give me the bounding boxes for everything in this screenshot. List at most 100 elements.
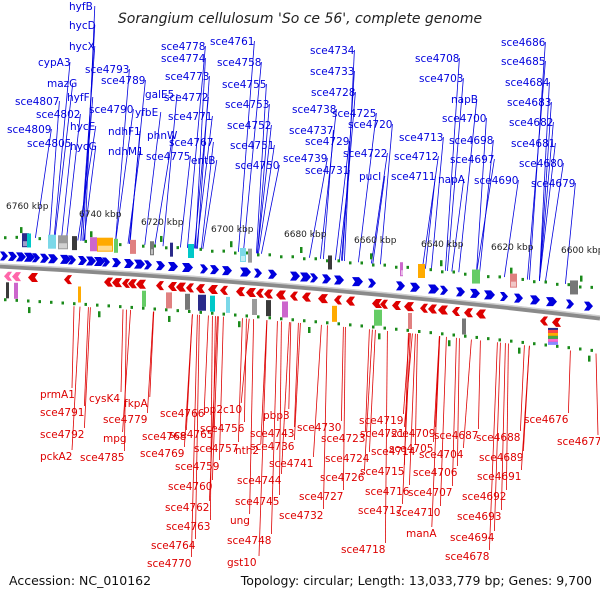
forward-gene-arrow [428, 284, 439, 294]
forward-leader-line [238, 40, 255, 252]
forward-leader-line [339, 169, 350, 261]
forward-gene-label: sce4684 [505, 77, 550, 89]
forward-gene-label: sce4690 [474, 175, 518, 187]
reverse-leader-line [294, 322, 299, 428]
reverse-gene-arrow [318, 294, 328, 304]
reverse-gene-label: sce4732 [279, 510, 323, 522]
reverse-leader-line [463, 339, 472, 449]
forward-gene-label: sce4731 [305, 165, 349, 177]
reverse-gene-label: sce4704 [419, 449, 464, 461]
scale-label: 6620 kbp [491, 243, 534, 253]
forward-gene-label: entB [191, 155, 215, 167]
forward-gene-arrow [484, 290, 495, 300]
reverse-gene-arrow [12, 272, 21, 282]
forward-gene-label: sce4758 [217, 57, 261, 69]
scale-tick [349, 261, 352, 265]
reverse-gene-label: sce4706 [413, 467, 458, 479]
reverse-gene-label: sce4710 [396, 507, 440, 519]
scale-major-tick [20, 227, 23, 234]
scale-tick [84, 239, 87, 243]
reverse-gene-label: sce4716 [365, 486, 410, 498]
scale-label: 6760 kbp [6, 202, 49, 212]
scale-tick [234, 313, 237, 317]
scale-tick [176, 309, 179, 313]
reverse-leader-line [249, 319, 254, 515]
forward-gene-arrow [334, 275, 344, 285]
reverse-gene-label: sce4762 [165, 502, 209, 514]
scale-tick [268, 316, 271, 320]
reverse-gene-label: sce4756 [200, 423, 245, 435]
forward-leader-line [194, 96, 209, 249]
reverse-gene-arrow [64, 275, 72, 285]
reverse-leader-line [403, 333, 410, 415]
forward-gene-label: sce4681 [511, 138, 555, 150]
scale-major-tick [168, 315, 171, 322]
scale-tick [4, 298, 7, 302]
forward-gene-arrow [134, 259, 145, 269]
forward-leader-line [476, 158, 495, 275]
reverse-gene-label: sce4715 [360, 466, 404, 478]
reverse-gene-label: sce4779 [103, 414, 147, 426]
forward-gene-arrow [500, 292, 508, 302]
reverse-gene-arrow [420, 303, 428, 313]
forward-gene-arrow [300, 272, 311, 282]
forward-gene-arrow [78, 255, 87, 265]
reverse-gene-arrow [438, 305, 448, 315]
forward-gene-label: sce4685 [501, 56, 545, 68]
scale-tick [245, 251, 248, 255]
scale-tick [257, 315, 260, 319]
feature-block-highlight [151, 249, 153, 255]
forward-gene-label: sce4738 [292, 104, 336, 116]
forward-gene-arrow [268, 269, 277, 279]
feature-block-highlight [23, 241, 28, 247]
scale-tick [119, 305, 122, 309]
forward-gene-label: sce4683 [507, 97, 551, 109]
scale-label: 6720 kbp [141, 218, 184, 228]
scale-tick [188, 309, 191, 313]
reverse-gene-arrow [104, 277, 113, 287]
feature-block [374, 309, 382, 326]
forward-gene-arrow [322, 274, 331, 284]
reverse-gene-label: sce4724 [325, 453, 370, 465]
forward-leader-line [84, 5, 96, 241]
forward-gene-arrow [456, 287, 465, 297]
reverse-gene-label: sce4723 [321, 433, 365, 445]
forward-leader-line [422, 155, 439, 269]
scale-tick [498, 338, 501, 342]
reverse-gene-label: sce4759 [175, 461, 219, 473]
forward-leader-line [425, 175, 436, 269]
scale-major-tick [518, 347, 521, 354]
reverse-gene-label: sce4785 [80, 452, 124, 464]
reverse-gene-label: sce4678 [445, 551, 489, 563]
forward-gene-arrow [584, 301, 593, 311]
reverse-gene-label: sce4760 [168, 481, 212, 493]
reverse-gene-label: nth2 [235, 445, 259, 457]
forward-gene-label: sce4734 [310, 45, 355, 57]
scale-tick [441, 270, 444, 274]
scale-tick [211, 249, 214, 253]
feature-block [130, 239, 136, 254]
forward-leader-line [77, 125, 97, 241]
scale-tick [590, 285, 593, 289]
forward-gene-label: hycE [70, 121, 95, 133]
forward-leader-line [431, 136, 444, 270]
forward-gene-label: hycD [69, 20, 96, 32]
leader-lines [35, 5, 599, 558]
forward-gene-arrow [48, 254, 58, 264]
reverse-gene-label: sce4705 [389, 443, 433, 455]
forward-gene-label: sce4682 [509, 117, 553, 129]
scale-tick [441, 332, 444, 336]
scale-major-tick [28, 307, 31, 314]
scale-tick [521, 340, 524, 344]
reverse-leader-line [271, 321, 278, 535]
forward-gene-label: sce4720 [348, 119, 392, 131]
scale-tick [15, 298, 18, 302]
scale-tick [544, 280, 547, 284]
feature-block [328, 255, 332, 270]
scale-tick [291, 318, 294, 322]
reverse-gene-arrow [290, 291, 298, 301]
reverse-gene-label: sce4748 [227, 535, 271, 547]
forward-gene-arrow [514, 293, 523, 303]
reverse-gene-label: sce4730 [297, 422, 341, 434]
forward-gene-arrow [102, 257, 110, 267]
